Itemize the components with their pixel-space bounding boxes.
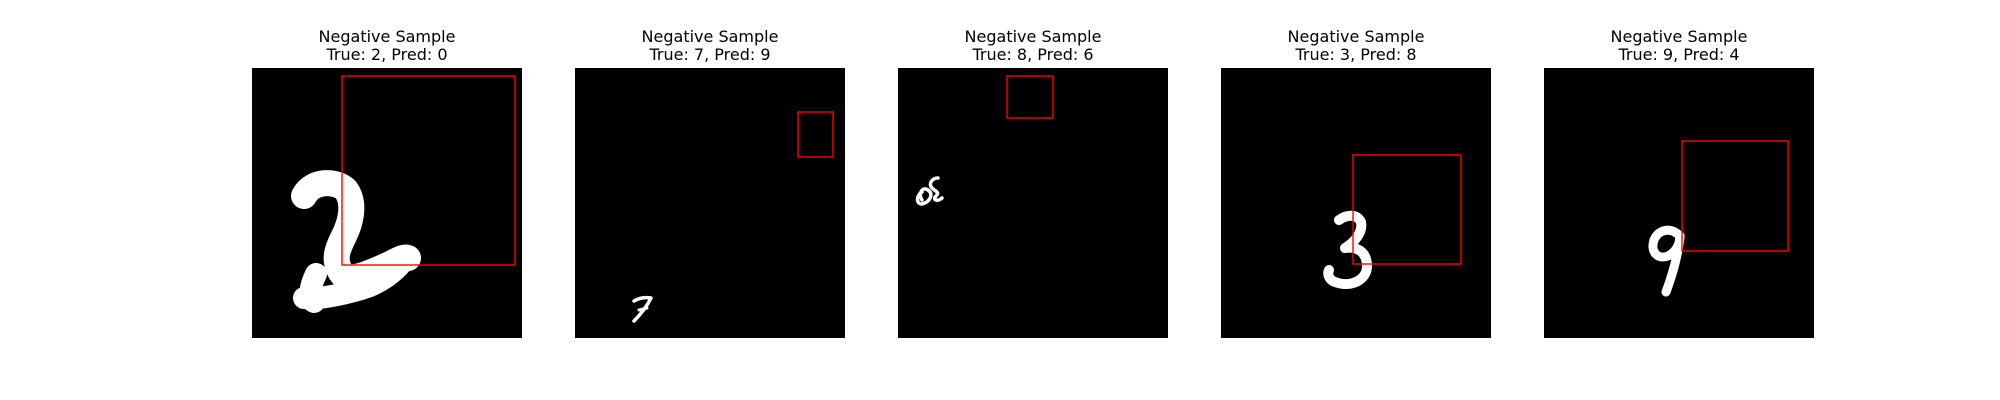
panel-title: Negative Sample True: 8, Pred: 6 — [898, 28, 1168, 64]
panel-subtitle-line: True: 3, Pred: 8 — [1295, 45, 1417, 64]
digit-image — [898, 68, 1168, 338]
digit-image-canvas — [632, 111, 834, 323]
panel-title-line: Negative Sample — [1610, 27, 1748, 46]
panel-subtitle-line: True: 8, Pred: 6 — [972, 45, 1094, 64]
bounding-box — [341, 75, 516, 266]
digit-glyph — [915, 176, 944, 206]
digit-glyph — [1323, 210, 1372, 289]
panel-title-line: Negative Sample — [641, 27, 779, 46]
digit-image-canvas — [915, 75, 1054, 206]
bounding-box — [797, 111, 834, 158]
digit-image — [1221, 68, 1491, 338]
sample-panel-1: Negative Sample True: 2, Pred: 0 — [252, 28, 522, 338]
panel-subtitle-line: True: 7, Pred: 9 — [649, 45, 771, 64]
digit-image — [575, 68, 845, 338]
sample-panel-3: Negative Sample True: 8, Pred: 6 — [898, 28, 1168, 338]
panel-title-line: Negative Sample — [1287, 27, 1425, 46]
digit-glyph — [1648, 225, 1685, 297]
sample-panel-2: Negative Sample True: 7, Pred: 9 — [575, 28, 845, 338]
digit-image-canvas — [1323, 154, 1462, 289]
bounding-box — [1352, 154, 1462, 265]
panel-title: Negative Sample True: 7, Pred: 9 — [575, 28, 845, 64]
digit-glyph — [632, 295, 653, 323]
bounding-box — [1681, 140, 1789, 252]
panel-title-line: Negative Sample — [964, 27, 1102, 46]
digit-image-canvas — [1648, 140, 1789, 297]
sample-panel-5: Negative Sample True: 9, Pred: 4 — [1544, 28, 1814, 338]
panel-title: Negative Sample True: 2, Pred: 0 — [252, 28, 522, 64]
digit-glyph — [291, 170, 421, 313]
panel-title-line: Negative Sample — [318, 27, 456, 46]
panel-title: Negative Sample True: 9, Pred: 4 — [1544, 28, 1814, 64]
panel-title: Negative Sample True: 3, Pred: 8 — [1221, 28, 1491, 64]
sample-panel-4: Negative Sample True: 3, Pred: 8 — [1221, 28, 1491, 338]
panel-subtitle-line: True: 9, Pred: 4 — [1618, 45, 1740, 64]
digit-image — [252, 68, 522, 338]
digit-image — [1544, 68, 1814, 338]
bounding-box — [1006, 75, 1054, 119]
digit-image-canvas — [291, 75, 516, 313]
panel-subtitle-line: True: 2, Pred: 0 — [326, 45, 448, 64]
